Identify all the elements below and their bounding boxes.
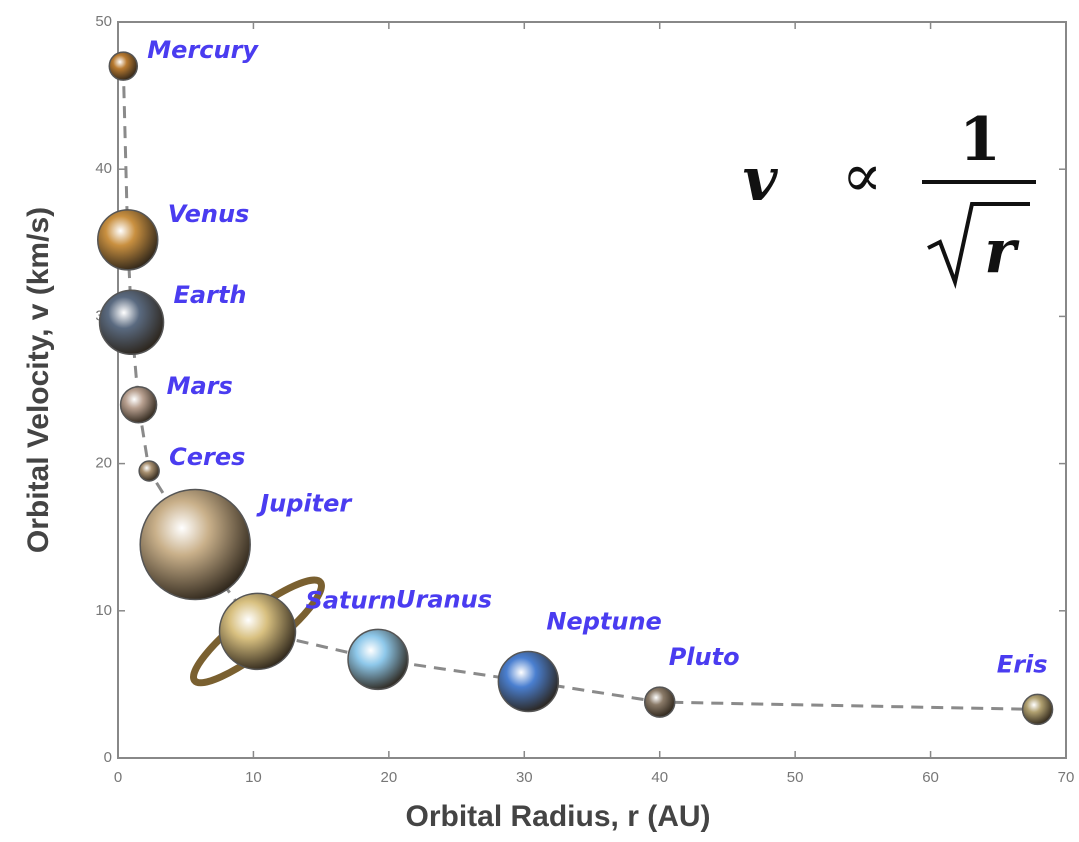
y-tick-label: 0 (104, 749, 112, 766)
planet-label: Jupiter (256, 490, 353, 518)
planet (498, 651, 558, 711)
x-tick-label: 30 (516, 769, 533, 786)
x-tick-label: 10 (245, 769, 262, 786)
planet-label: Eris (997, 650, 1048, 678)
y-axis-label: Orbital Velocity, v (km/s) (22, 207, 55, 553)
x-tick-label: 40 (651, 769, 668, 786)
planet-label: Ceres (169, 443, 245, 471)
x-tick-label: 0 (114, 769, 122, 786)
x-axis-label: Orbital Radius, r (AU) (405, 800, 710, 833)
planet (645, 687, 675, 717)
planet (140, 490, 250, 600)
x-tick-label: 20 (381, 769, 398, 786)
planet-label: Venus (168, 200, 250, 228)
planet (348, 629, 408, 689)
planet (109, 52, 137, 80)
x-tick-label: 70 (1058, 769, 1075, 786)
planet (1023, 694, 1053, 724)
planet-label: Neptune (546, 607, 661, 635)
y-tick-label: 10 (95, 602, 112, 619)
x-tick-label: 50 (787, 769, 804, 786)
planet-label: Pluto (669, 643, 740, 671)
planet (121, 387, 157, 423)
equation-lhs: v (743, 145, 779, 215)
planet-label: Uranus (396, 585, 492, 613)
equation: v ∝ 1 r (743, 105, 1036, 287)
x-tick-label: 60 (922, 769, 939, 786)
equation-denominator: r (984, 217, 1020, 287)
chart: Orbital Radius, r (AU) Orbital Velocity,… (0, 0, 1079, 842)
planet (100, 290, 164, 354)
planet (139, 461, 159, 481)
y-tick-label: 50 (95, 13, 112, 30)
y-tick-label: 20 (95, 455, 112, 472)
equation-numerator: 1 (959, 105, 1001, 175)
planet-label: Saturn (305, 587, 396, 615)
planet-label: Mars (167, 372, 233, 400)
equation-relation: ∝ (842, 141, 883, 211)
planet-label: Earth (174, 281, 247, 309)
planet (98, 210, 158, 270)
planet-label: Mercury (147, 36, 259, 64)
y-tick-label: 40 (95, 160, 112, 177)
planet (219, 593, 295, 669)
